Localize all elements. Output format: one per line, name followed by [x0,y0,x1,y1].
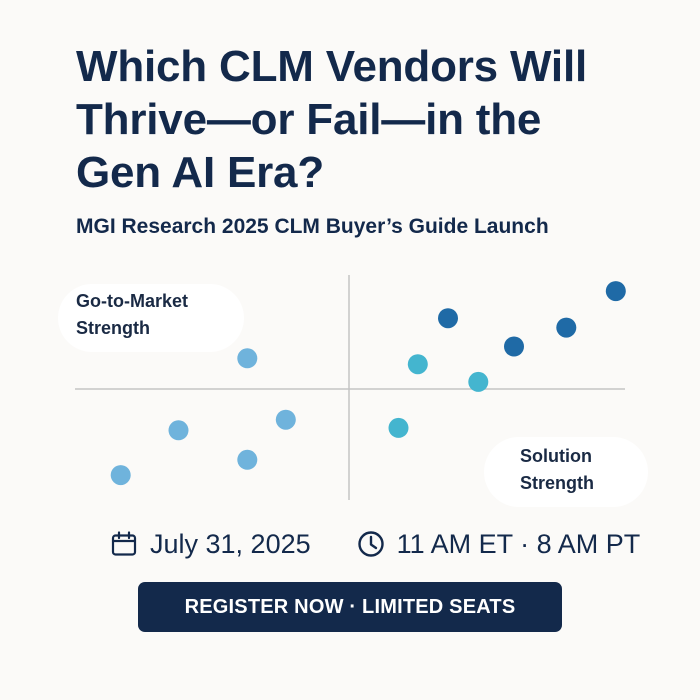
event-time: 11 AM ET · 8 AM PT [357,528,641,560]
y-axis-label-line-1: Go-to-Market [76,291,188,311]
data-point-7 [407,354,428,375]
data-point-9 [438,308,458,329]
register-button[interactable]: REGISTER NOW · LIMITED SEATS [138,582,562,632]
x-axis-label-line-1: Solution [520,446,592,466]
x-axis-label: Solution Strength [484,437,648,507]
headline-line-2: Thrive—or Fail—in the [76,95,542,144]
calendar-icon [111,531,137,556]
clock-icon [357,531,384,557]
headline-line-1: Which CLM Vendors Will [76,42,587,91]
headline-line-3: Gen AI Era? [76,148,325,197]
subtitle: MGI Research 2025 CLM Buyer’s Guide Laun… [76,215,549,238]
x-axis-label-line-2: Strength [520,473,594,493]
data-point-1 [110,465,131,486]
data-point-2 [168,420,189,441]
headline: Which CLM Vendors Will Thrive—or Fail—in… [76,40,676,199]
data-point-4 [275,409,296,430]
chart-points [110,281,626,486]
data-point-3 [237,449,258,470]
event-date-text: July 31, 2025 [150,528,311,559]
event-date: July 31, 2025 [110,529,311,560]
data-point-11 [556,317,577,338]
data-point-8 [468,371,489,392]
y-axis-label: Go-to-Market Strength [58,284,244,352]
data-point-6 [388,417,409,438]
data-point-5 [237,348,258,369]
chart-axes [75,275,625,500]
y-axis-label-line-2: Strength [76,318,150,338]
event-info: July 31, 2025 11 AM ET · 8 AM PT [110,524,640,564]
event-time-text: 11 AM ET · 8 AM PT [396,528,641,559]
data-point-10 [504,336,524,357]
data-point-12 [605,281,626,302]
